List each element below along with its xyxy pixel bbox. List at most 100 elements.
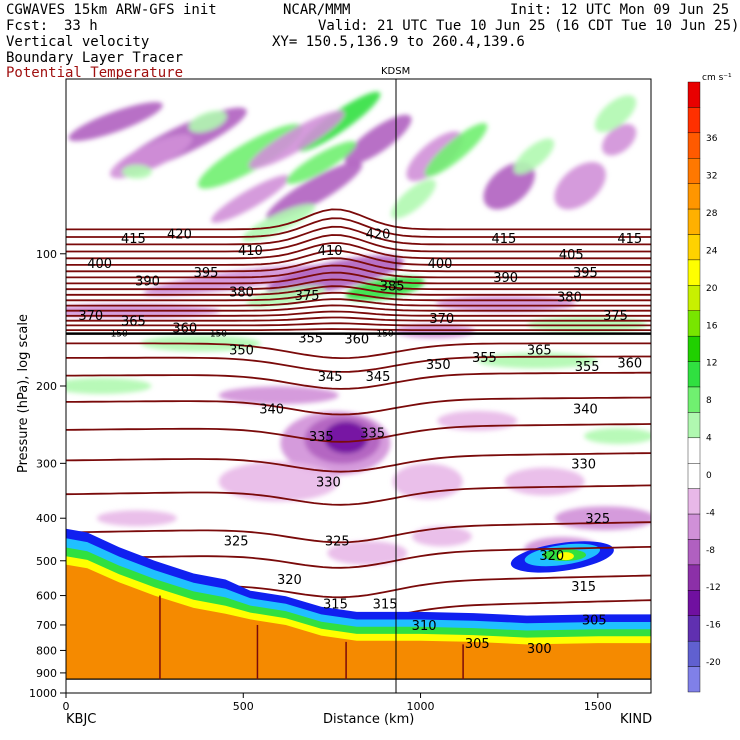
colorbar-label: 8	[706, 396, 712, 406]
theta-label: 410	[238, 244, 263, 259]
y-axis-label: Pressure (hPa), log scale	[16, 314, 31, 473]
theta-label: 325	[325, 535, 350, 550]
velocity-blob	[286, 141, 357, 185]
colorbar-swatch	[687, 564, 701, 591]
potential-temperature-labels: 420 415 415 415 410 410 420 400 400 405 390 395 385 3…	[78, 228, 642, 657]
theta-contour	[66, 521, 651, 544]
theta-label: 385	[380, 279, 405, 294]
theta-label: 365	[527, 343, 552, 358]
x-tick-label: 500	[233, 700, 254, 713]
x-tick-label: 1500	[584, 700, 612, 713]
ground-white	[66, 679, 651, 693]
velocity-blob	[242, 204, 316, 242]
velocity-blob	[218, 461, 339, 502]
vertical-velocity-field	[66, 91, 651, 573]
theta-label: 390	[493, 271, 518, 286]
colorbar-units: cm s⁻¹	[702, 73, 732, 83]
y-tick-label: 800	[36, 644, 57, 657]
theta-contour	[66, 271, 651, 285]
model-title: CGWAVES 15km ARW-GFS init	[6, 2, 217, 18]
colorbar-swatch	[687, 437, 701, 464]
theta-contour	[66, 484, 651, 506]
theta-label: 350	[229, 343, 254, 358]
velocity-blob	[554, 162, 606, 210]
velocity-blob	[483, 162, 535, 210]
colorbar-label: -16	[706, 621, 721, 631]
colorbar-swatch	[687, 81, 701, 108]
theta-label: 360	[344, 333, 369, 348]
colorbar-swatch	[687, 107, 701, 134]
theta-contour	[66, 208, 651, 231]
field-potential-temperature: Potential Temperature	[6, 65, 184, 81]
theta-contour	[66, 423, 651, 443]
velocity-blob	[344, 114, 412, 165]
theta-label: 395	[573, 266, 598, 281]
velocity-blob	[392, 463, 463, 500]
theta-label: 355	[472, 351, 497, 366]
theta-label: 340	[573, 402, 598, 417]
theta-label: 360	[617, 357, 642, 372]
forecast-value: 33 h	[64, 18, 98, 34]
theta-label: 320	[277, 573, 302, 588]
colorbar-label: 24	[706, 246, 718, 256]
theta-label: 420	[167, 228, 192, 243]
tropopause-label: 150	[111, 330, 128, 340]
terrain	[66, 528, 651, 693]
field-vertical-velocity: Vertical velocity	[6, 34, 150, 50]
colorbar-swatch	[687, 386, 701, 413]
theta-label: 330	[571, 457, 596, 472]
y-tick-label: 700	[36, 619, 57, 632]
theta-label: 340	[259, 402, 284, 417]
theta-contour	[66, 242, 651, 260]
velocity-blob	[424, 123, 488, 177]
y-tick-label: 1000	[29, 687, 57, 700]
theta-contour	[66, 396, 651, 416]
theta-contour	[66, 278, 651, 291]
theta-label: 380	[557, 290, 582, 305]
theta-label: 360	[172, 321, 197, 336]
colorbar-label: 4	[706, 434, 712, 444]
theta-contour	[66, 371, 651, 390]
velocity-blob	[324, 421, 369, 454]
theta-contour	[66, 310, 651, 317]
theta-contour	[66, 285, 651, 296]
velocity-blob	[601, 123, 637, 156]
theta-contour	[66, 342, 651, 360]
colorbar-swatch	[687, 335, 701, 362]
theta-contour	[66, 328, 651, 331]
xy-coordinates: XY= 150.5,136.9 to 260.4,139.6	[272, 34, 525, 50]
theta-label: 325	[585, 512, 610, 527]
velocity-blob	[66, 378, 152, 394]
y-tick-label: 600	[36, 590, 57, 603]
theta-label: 375	[295, 289, 320, 304]
theta-label: 345	[318, 370, 343, 385]
theta-contour	[66, 322, 651, 327]
theta-label: 410	[318, 244, 343, 259]
organization: NCAR/MMM	[283, 2, 351, 18]
theta-label: 420	[366, 228, 391, 243]
velocity-blob	[218, 386, 339, 405]
velocity-blob	[411, 526, 472, 547]
y-tick-label: 900	[36, 667, 57, 680]
colorbar-label: 20	[706, 284, 718, 294]
theta-label: 325	[224, 535, 249, 550]
station-mid-label: KDSM	[381, 66, 411, 77]
colorbar-label: 32	[706, 172, 717, 182]
colorbar-label: 12	[706, 359, 717, 369]
theta-label: 355	[298, 331, 323, 346]
field-boundary-layer-tracer: Boundary Layer Tracer	[6, 50, 184, 66]
tropopause-label: 150	[376, 330, 393, 340]
velocity-blob	[248, 110, 345, 169]
colorbar-swatch	[687, 361, 701, 388]
theta-label: 370	[78, 309, 103, 324]
colorbar-swatch	[687, 590, 701, 616]
theta-label: 315	[373, 597, 398, 612]
velocity-blob	[121, 164, 152, 179]
theta-label: 315	[571, 580, 596, 595]
theta-label: 345	[366, 370, 391, 385]
theta-contour	[66, 546, 651, 569]
colorbar-swatch	[687, 259, 701, 286]
y-tick-label: 300	[36, 457, 57, 470]
theta-label: 335	[360, 426, 385, 441]
